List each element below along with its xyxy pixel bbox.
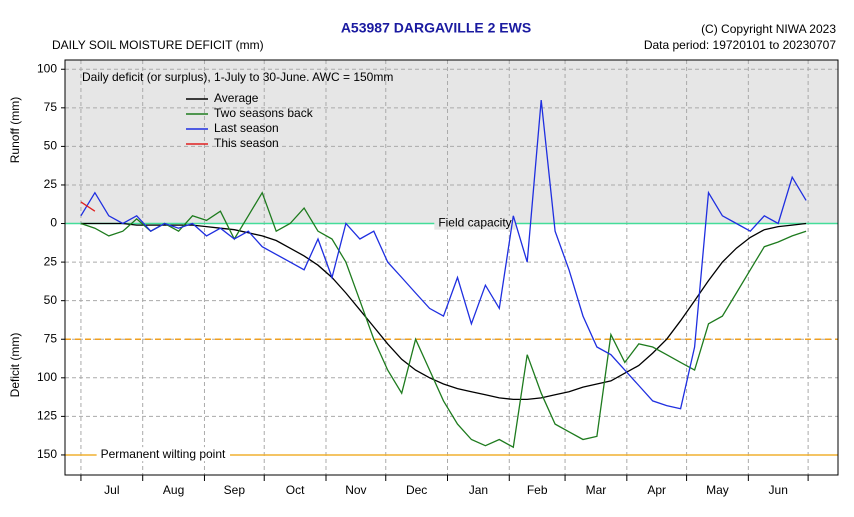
plot-frame [64,59,839,476]
x-tick-label: Oct [286,483,305,497]
y-tick-label: 75 [44,331,58,345]
y-tick-label: 150 [37,447,57,461]
y-label-upper: Runoff (mm) [8,97,22,163]
legend-label: This season [214,136,279,150]
y-tick-label: 0 [50,216,57,230]
chart-title: A53987 DARGAVILLE 2 EWS [341,20,531,36]
reference-label-bg [434,215,516,230]
series-line [80,100,807,410]
series-line [80,201,96,212]
y-tick-label: 50 [44,293,58,307]
x-tick-label: Sep [224,483,246,497]
x-tick-label: May [706,483,729,497]
x-tick-label: Nov [345,483,366,497]
y-tick-label: 25 [44,254,58,268]
series-line [80,222,807,401]
y-tick-label: 75 [44,100,58,114]
x-tick-label: Jan [469,483,488,497]
x-tick-label: Feb [527,483,548,497]
y-tick-label: 100 [37,61,57,75]
reference-label: Field capacity [438,216,511,230]
runoff-region [65,60,838,224]
reference-label-bg [96,447,231,462]
x-tick-label: Apr [647,483,666,497]
y-label-lower: Deficit (mm) [8,333,22,398]
y-tick-label: 100 [37,370,57,384]
data-period: Data period: 19720101 to 20230707 [644,38,836,52]
chart-subtitle: DAILY SOIL MOISTURE DEFICIT (mm) [52,38,264,52]
y-tick-label: 50 [44,139,58,153]
x-tick-label: Jul [104,483,119,497]
x-tick-label: Aug [163,483,184,497]
annotation: Daily deficit (or surplus), 1-July to 30… [82,70,393,84]
reference-label: Permanent wilting point [101,447,226,461]
legend-label: Two seasons back [214,106,314,120]
legend-label: Average [214,91,259,105]
y-tick-label: 25 [44,177,58,191]
x-tick-label: Jun [769,483,788,497]
y-tick-label: 125 [37,409,57,423]
series-line [80,191,807,449]
copyright: (C) Copyright NIWA 2023 [701,22,836,36]
x-tick-label: Mar [586,483,607,497]
legend-label: Last season [214,121,279,135]
x-tick-label: Dec [406,483,427,497]
